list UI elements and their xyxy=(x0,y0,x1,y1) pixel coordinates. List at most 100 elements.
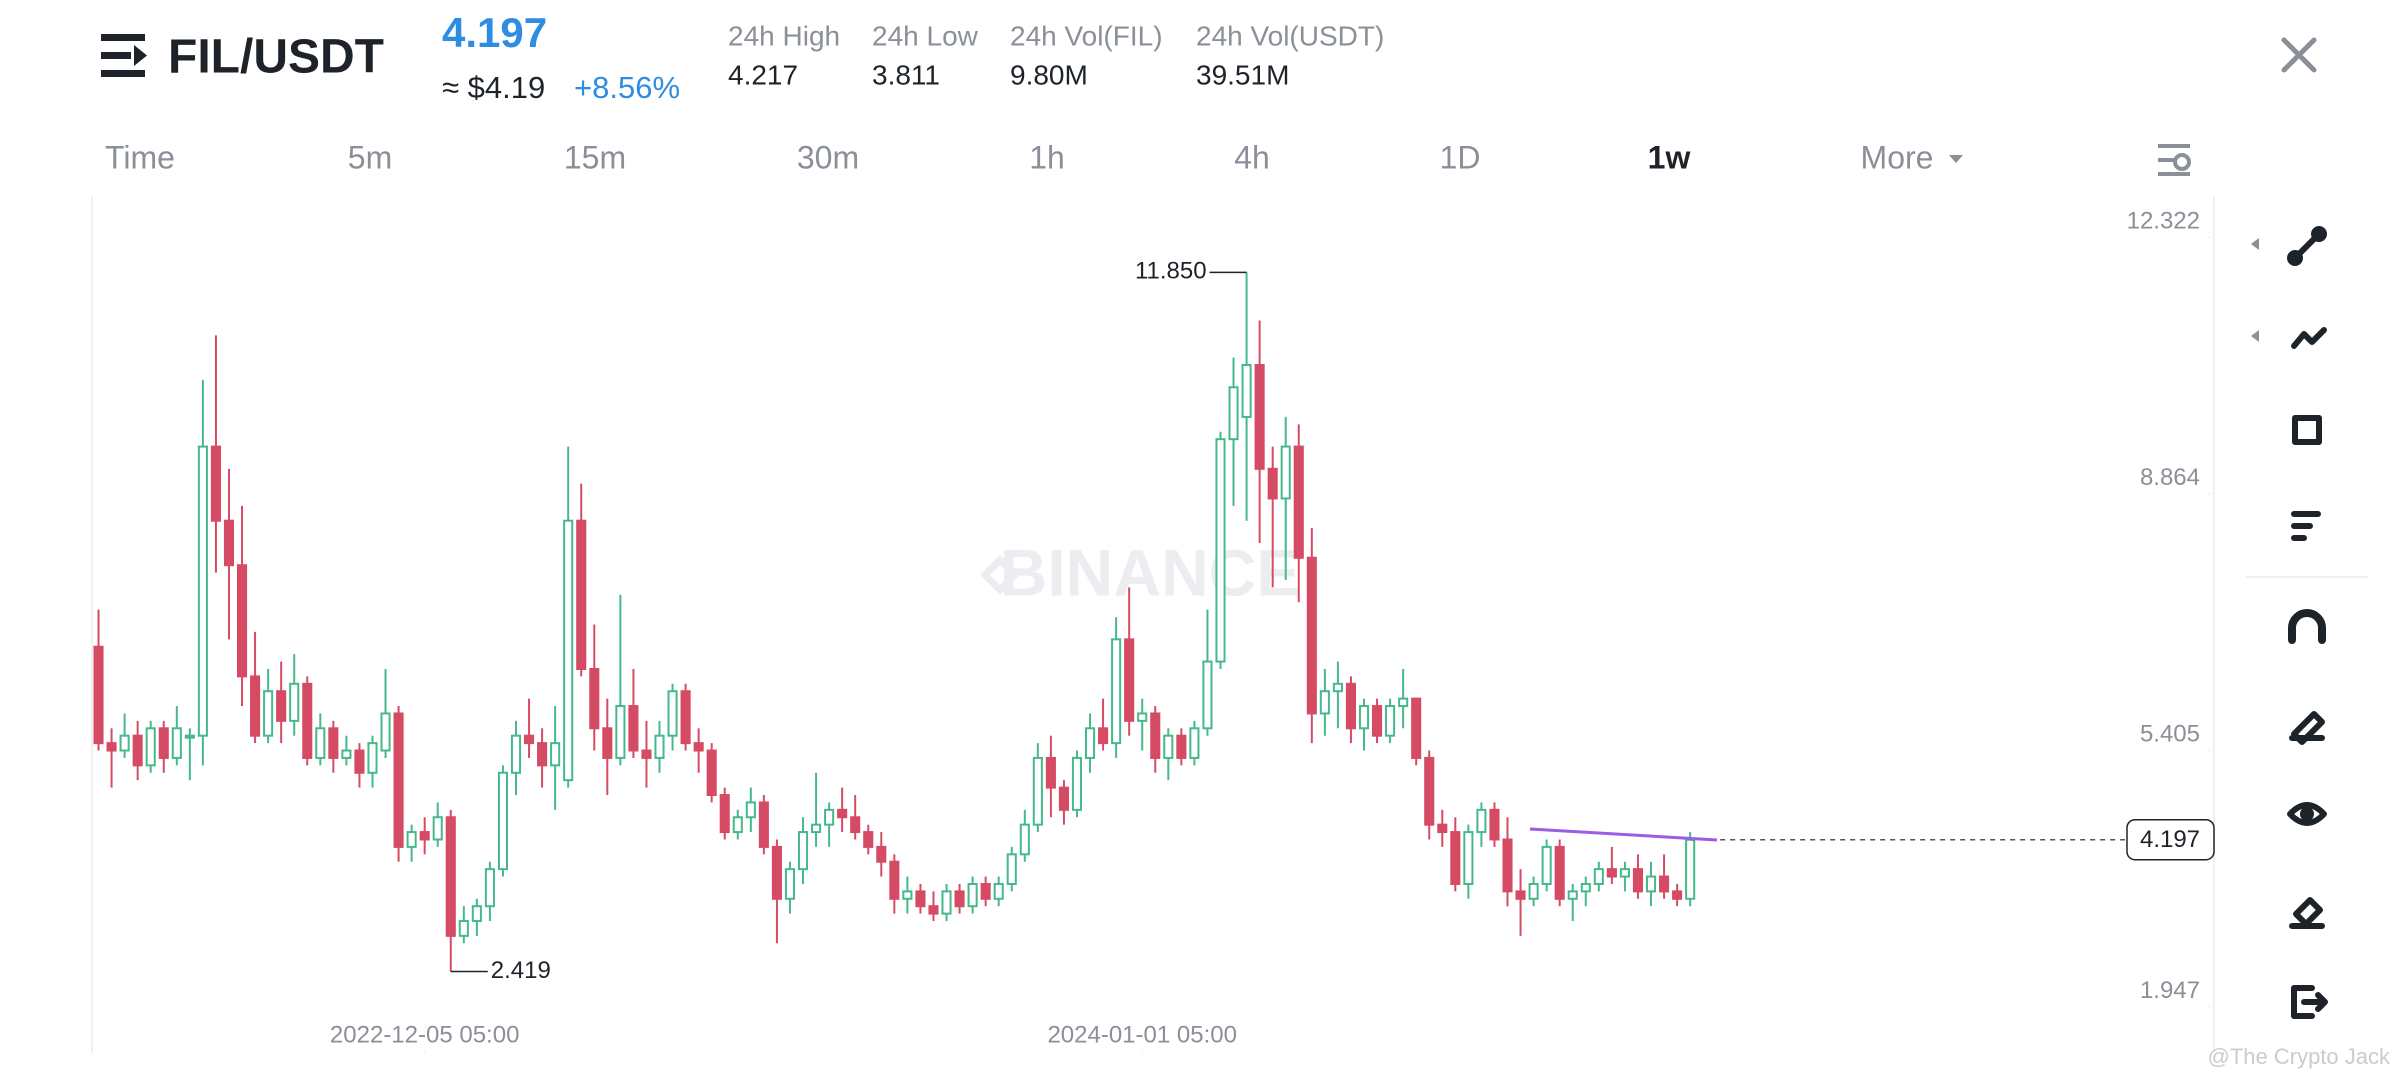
magnet-tool[interactable] xyxy=(2288,609,2326,644)
shape-tool[interactable] xyxy=(2292,415,2322,445)
candle-body xyxy=(1280,445,1291,500)
candle-body xyxy=(1111,638,1122,745)
pencil-tool[interactable] xyxy=(2289,711,2325,745)
candle-body xyxy=(1176,734,1187,759)
timeframe[interactable]: Time xyxy=(105,139,175,175)
candle-body xyxy=(497,771,508,871)
x-tick-label: 2022-12-05 05:00 xyxy=(330,1021,520,1048)
timeframe[interactable]: 5m xyxy=(348,139,392,175)
candle-body xyxy=(250,675,261,737)
candle-body xyxy=(1045,756,1056,789)
timeframe[interactable]: 15m xyxy=(564,139,626,175)
drawing-toolbar xyxy=(2245,226,2369,1019)
candle-body xyxy=(471,905,482,923)
candle-body xyxy=(315,727,326,759)
candle-body xyxy=(158,727,169,759)
stat-value: 3.811 xyxy=(872,59,940,90)
candle-body xyxy=(1189,727,1200,759)
candle-body xyxy=(1593,868,1604,885)
candle-body xyxy=(967,882,978,908)
timeframe[interactable]: 4h xyxy=(1234,139,1270,175)
candle-body xyxy=(1515,890,1526,900)
timeframe[interactable]: 30m xyxy=(797,139,859,175)
candle-body xyxy=(680,690,691,745)
candle-body xyxy=(1645,875,1657,893)
candle-body xyxy=(550,742,561,767)
candle-body xyxy=(1058,786,1069,811)
candle-body xyxy=(197,445,208,737)
candle-body xyxy=(524,734,535,745)
menu-icon[interactable] xyxy=(101,34,147,77)
candle-body xyxy=(1202,660,1213,730)
candle-body xyxy=(1437,823,1448,834)
candle-body xyxy=(406,831,417,848)
timeframe[interactable]: 1h xyxy=(1029,139,1065,175)
candle-body xyxy=(784,868,796,900)
candle-body xyxy=(1372,705,1383,737)
candle-body xyxy=(1019,823,1030,856)
candle-body xyxy=(276,690,287,722)
trend-line-tool[interactable] xyxy=(2287,226,2327,266)
stat-label: 24h Vol(FIL) xyxy=(1010,20,1163,51)
candle-body xyxy=(654,734,665,759)
candle-body xyxy=(1306,556,1317,715)
timeframe[interactable]: More xyxy=(1861,139,1934,175)
trend-line xyxy=(1529,827,1718,842)
timeframe[interactable]: 1D xyxy=(1440,139,1481,175)
candle-body xyxy=(1228,386,1239,441)
candle-body xyxy=(1450,831,1461,885)
watermark: BINANCE xyxy=(1000,535,1301,609)
candle-body xyxy=(1150,712,1161,759)
fib-tool[interactable] xyxy=(2291,327,2327,349)
candle-body xyxy=(915,890,926,908)
stat-value: 4.217 xyxy=(728,59,798,90)
candle-body xyxy=(1619,868,1630,878)
candle-body xyxy=(1385,705,1396,737)
candle-body xyxy=(510,734,522,774)
y-tick-label: 5.405 xyxy=(2140,721,2200,748)
dropdown-arrow xyxy=(1949,155,1963,163)
candle-body xyxy=(1580,882,1591,893)
x-tick-label: 2024-01-01 05:00 xyxy=(1047,1021,1237,1048)
candle-body xyxy=(458,920,469,937)
exit-tool[interactable] xyxy=(2291,985,2328,1019)
watermark: @The Crypto Jack xyxy=(2208,1044,2391,1069)
candle-body xyxy=(850,816,861,834)
candle-body xyxy=(1463,831,1474,885)
candle-body xyxy=(419,831,430,841)
candle-body xyxy=(811,823,822,834)
candle-body xyxy=(537,742,548,767)
candle-body xyxy=(393,712,404,848)
stat-value: 39.51M xyxy=(1196,59,1289,90)
text-tool[interactable] xyxy=(2291,511,2321,541)
candle-body xyxy=(1554,845,1565,900)
timeframe[interactable]: 1w xyxy=(1648,139,1691,175)
candle-body xyxy=(184,734,195,739)
candle-body xyxy=(889,860,900,900)
price-box xyxy=(2126,818,2215,861)
candle-body xyxy=(863,831,874,848)
candle-body xyxy=(1293,445,1304,559)
candle-body xyxy=(719,794,730,834)
eye-tool[interactable] xyxy=(2287,802,2327,826)
candle-body xyxy=(132,734,143,767)
annotation-label: 11.850 xyxy=(1135,258,1207,285)
candle-body xyxy=(119,734,130,752)
candle-body xyxy=(1659,875,1670,893)
candle-body xyxy=(1319,690,1330,715)
candle-body xyxy=(1632,868,1644,893)
candle-body xyxy=(93,645,104,745)
candle-body xyxy=(628,705,639,752)
eraser-tool[interactable] xyxy=(2289,897,2325,929)
candle-body xyxy=(1358,705,1370,730)
candle-body xyxy=(210,445,221,522)
candle-body xyxy=(171,727,182,759)
candle-body xyxy=(1098,727,1109,745)
candle-body xyxy=(1032,756,1043,826)
candle-body xyxy=(706,749,717,797)
candle-body xyxy=(1424,756,1435,826)
close-button[interactable] xyxy=(2281,37,2317,73)
candle-body xyxy=(993,882,1004,900)
chart-settings-icon[interactable] xyxy=(2158,144,2191,176)
